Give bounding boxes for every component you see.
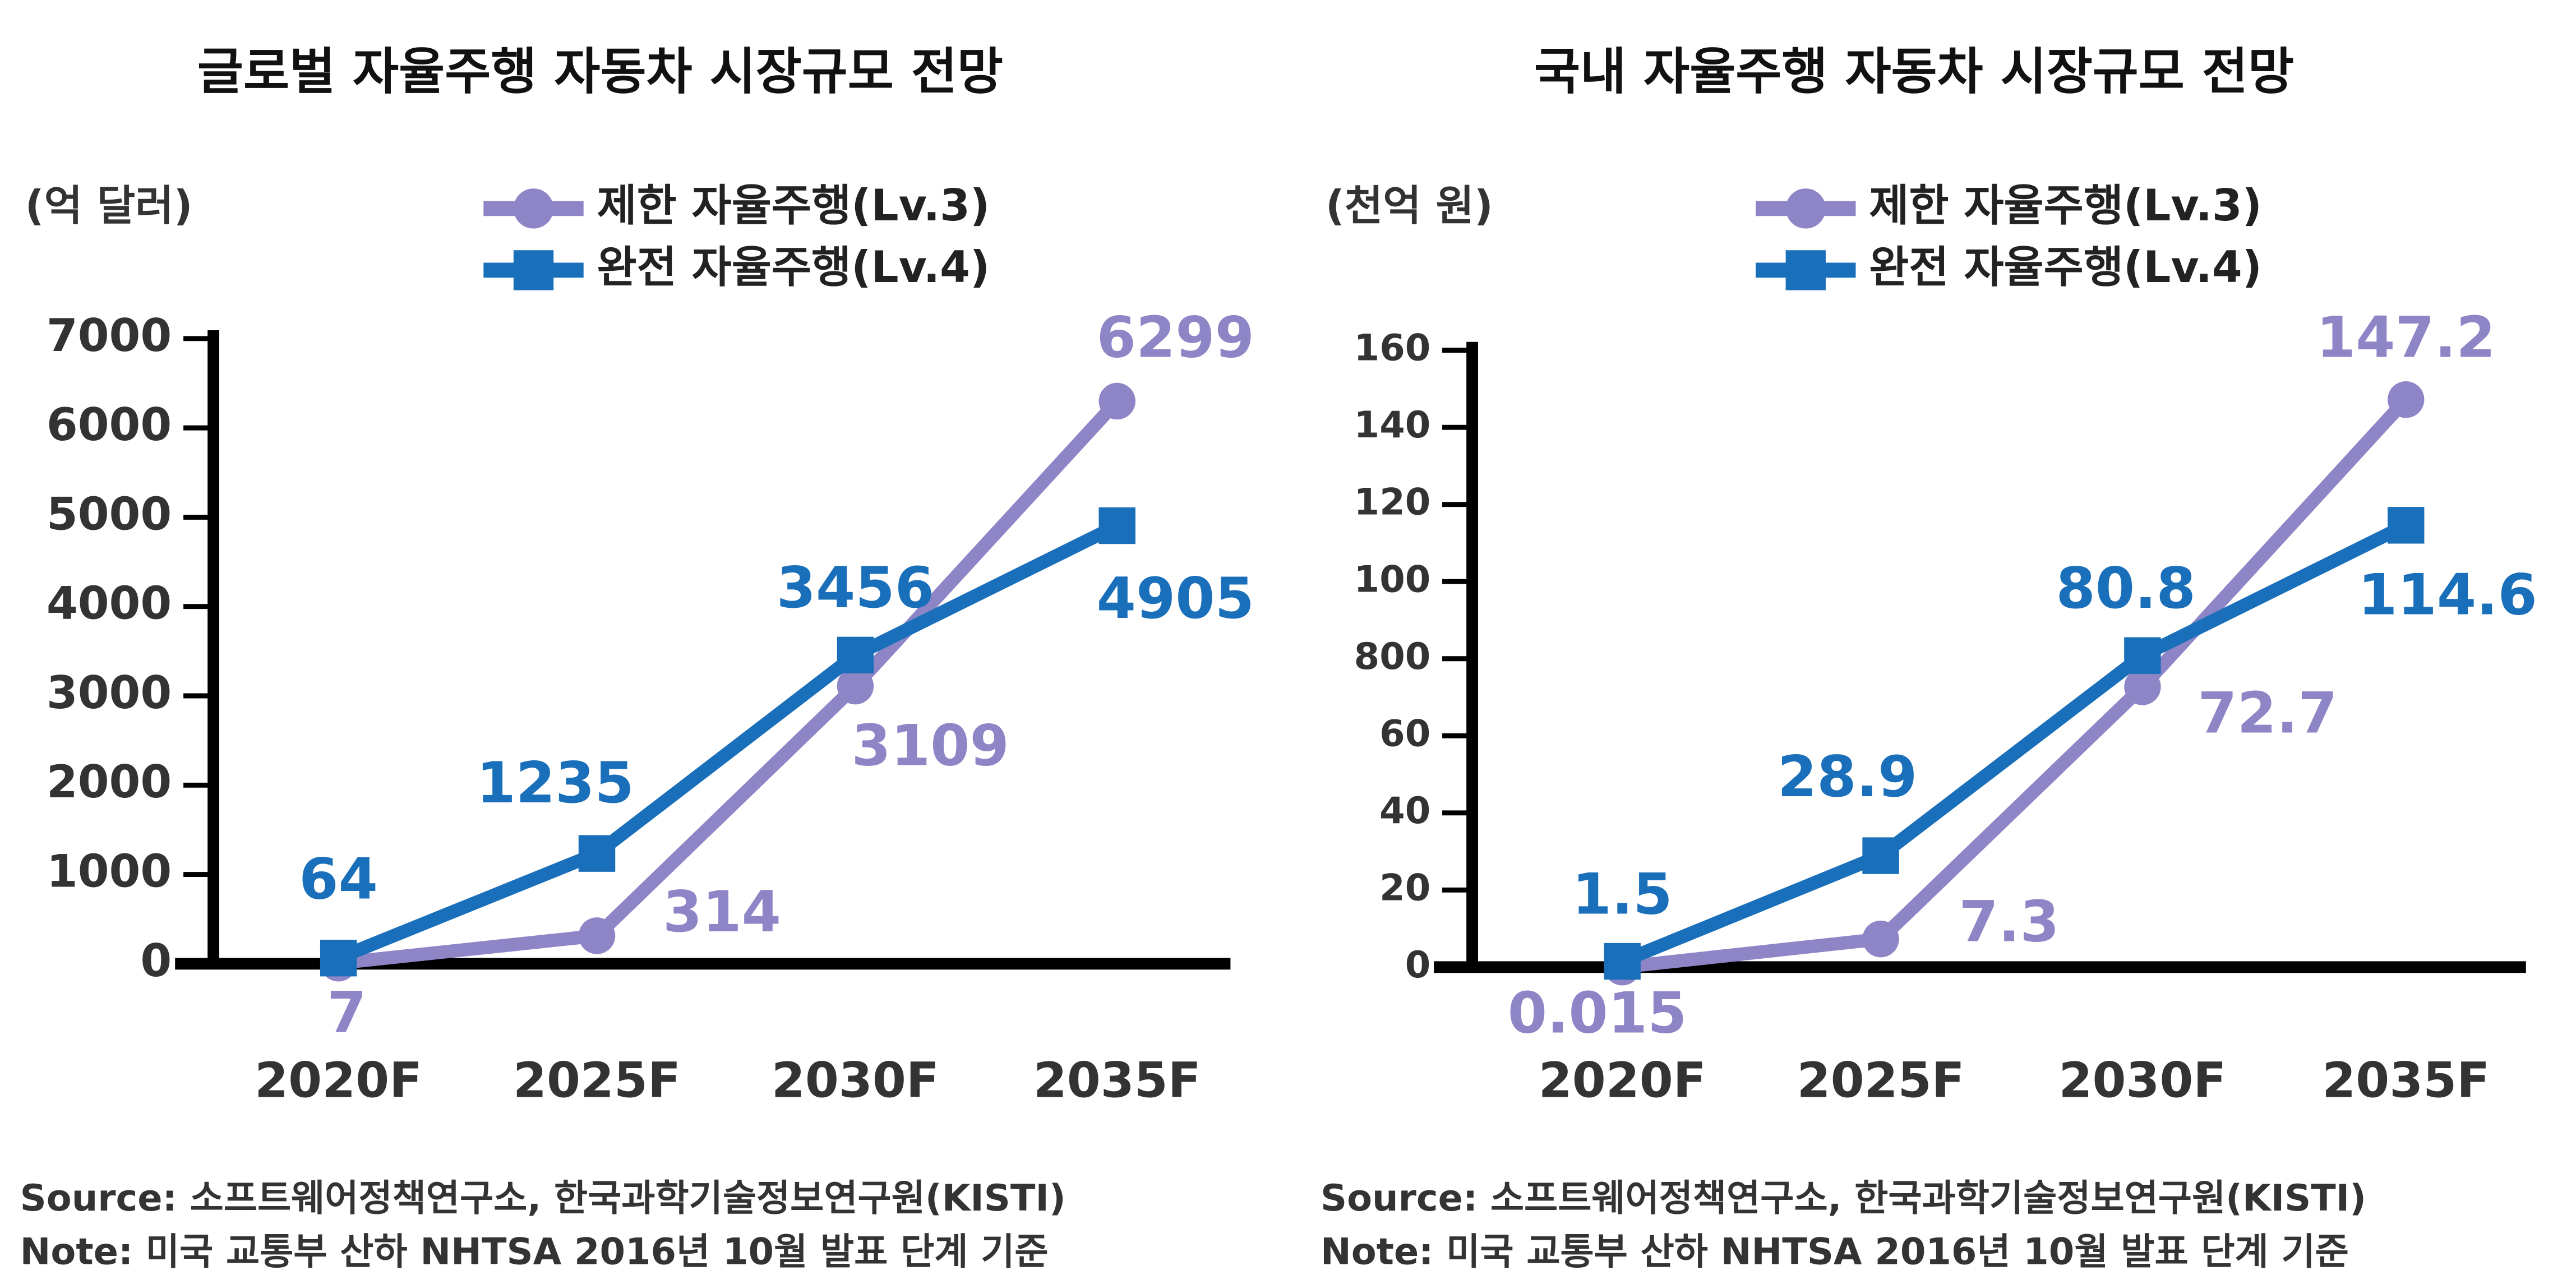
legend-label: 제한 자율주행(Lv.3) [597, 181, 990, 231]
legend-label: 제한 자율주행(Lv.3) [1869, 181, 2262, 231]
point [2387, 507, 2425, 544]
point [320, 939, 357, 977]
y-tick-label: 800 [1354, 635, 1431, 678]
y-tick-label: 7000 [47, 309, 172, 362]
data-label: 1.5 [1572, 861, 1673, 927]
x-tick-label: 2035F [2322, 1052, 2490, 1109]
y-tick-label: 60 [1379, 712, 1430, 755]
y-axis-label: (천억 원) [1326, 181, 1493, 230]
chart-title: 글로벌 자율주행 자동차 시장규모 전망 [197, 43, 1003, 101]
point [837, 636, 874, 674]
point [2124, 668, 2161, 705]
x-tick-label: 2035F [1033, 1052, 1201, 1109]
source: Source: 소프트웨어정책연구소, 한국과학기술정보연구원(KISTI) [20, 1177, 1066, 1220]
data-label: 6299 [1097, 304, 1254, 370]
y-tick-label: 5000 [47, 487, 172, 540]
data-label: 147.2 [2316, 304, 2496, 370]
y-tick-label: 2000 [47, 755, 172, 808]
y-tick-label: 140 [1354, 404, 1431, 446]
point [1604, 943, 1641, 980]
data-label: 7 [327, 980, 366, 1046]
legend-marker [513, 250, 554, 290]
point [2387, 381, 2425, 418]
legend-marker [1785, 188, 1826, 229]
x-tick-label: 2025F [513, 1052, 681, 1109]
data-label: 64 [299, 846, 378, 912]
x-tick-label: 2025F [1797, 1052, 1965, 1109]
y-tick-label: 1000 [47, 845, 172, 898]
x-tick-label: 2020F [255, 1052, 422, 1109]
data-label: 114.6 [2358, 561, 2537, 627]
y-tick-label: 0 [140, 934, 172, 987]
series-line [1621, 395, 2411, 974]
y-tick-label: 3000 [47, 666, 172, 719]
legend-marker [513, 188, 554, 229]
chart-title: 국내 자율주행 자동차 시장규모 전망 [1534, 43, 2294, 101]
data-label: 72.7 [2198, 680, 2337, 746]
data-label: 314 [663, 879, 781, 945]
y-tick-label: 20 [1379, 866, 1430, 909]
point [2124, 637, 2161, 674]
series-line [338, 396, 1122, 970]
note: Note: 미국 교통부 산하 NHTSA 2016년 10월 발표 단계 기준 [20, 1230, 1049, 1273]
data-label: 3109 [852, 712, 1009, 778]
y-tick-label: 120 [1354, 481, 1431, 524]
note: Note: 미국 교통부 산하 NHTSA 2016년 10월 발표 단계 기준 [1321, 1230, 2349, 1273]
y-tick-label: 160 [1354, 327, 1431, 370]
data-label: 1235 [476, 750, 634, 816]
point [1098, 507, 1135, 544]
data-label: 7.3 [1959, 889, 2059, 955]
x-tick-label: 2030F [772, 1052, 939, 1109]
point [578, 917, 616, 954]
source: Source: 소프트웨어정책연구소, 한국과학기술정보연구원(KISTI) [1321, 1177, 2366, 1220]
x-tick-label: 2020F [1539, 1052, 1706, 1109]
data-label: 3456 [777, 555, 934, 621]
data-label: 4905 [1097, 565, 1254, 631]
point [1862, 837, 1899, 874]
legend-label: 완전 자율주행(Lv.4) [1869, 242, 2262, 293]
y-tick-label: 0 [1405, 944, 1431, 986]
legend-marker [1785, 250, 1826, 290]
point [1862, 920, 1899, 958]
point [578, 835, 616, 872]
data-label: 28.9 [1778, 743, 1917, 810]
point [837, 667, 874, 705]
y-tick-label: 4000 [47, 577, 172, 630]
y-tick-label: 40 [1379, 789, 1430, 832]
series-line [1619, 519, 2409, 968]
y-tick-label: 100 [1354, 558, 1431, 601]
point [1098, 382, 1135, 420]
legend-label: 완전 자율주행(Lv.4) [597, 242, 990, 293]
data-label: 80.8 [2056, 555, 2195, 621]
data-label: 0.015 [1508, 980, 1687, 1046]
y-axis-label: (억 달러) [25, 181, 193, 230]
x-tick-label: 2030F [2058, 1052, 2226, 1109]
series-line [336, 519, 1120, 964]
y-tick-label: 6000 [47, 398, 172, 451]
